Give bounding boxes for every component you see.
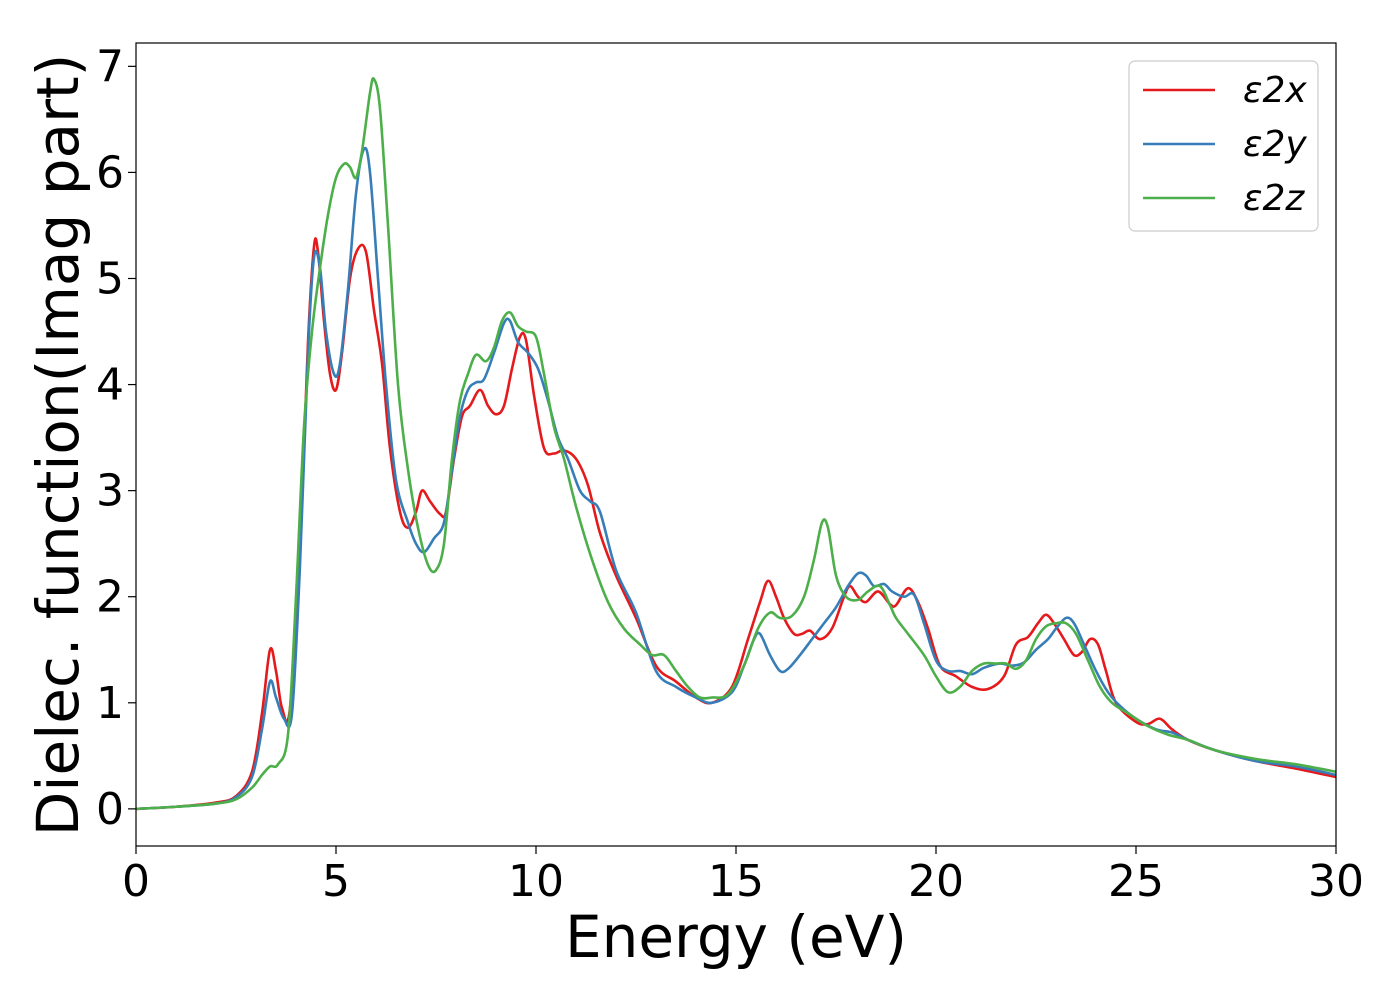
x-tick-label: 10: [508, 856, 564, 907]
y-tick-label: 4: [96, 360, 124, 411]
x-tick-label: 15: [708, 856, 764, 907]
legend-label-1: ε2x: [1243, 70, 1307, 111]
y-tick-label: 7: [96, 41, 124, 92]
x-axis: 0 5 10 15 20 25 30: [122, 846, 1364, 907]
x-tick-label: 20: [908, 856, 964, 907]
y-tick-label: 3: [96, 466, 124, 517]
y-tick-label: 6: [96, 147, 124, 198]
y-axis: 0 1 2 3 4 5 6 7: [96, 41, 136, 835]
x-tick-label: 25: [1108, 856, 1164, 907]
y-tick-label: 0: [96, 784, 124, 835]
series-line-3: [135, 77, 1337, 811]
legend: ε2x ε2y ε2z: [1128, 60, 1319, 232]
legend-box: [1128, 60, 1319, 232]
y-tick-label: 1: [96, 678, 124, 729]
x-tick-label: 5: [322, 856, 350, 907]
series-line-1: [135, 237, 1337, 811]
x-tick-label: 30: [1308, 856, 1364, 907]
x-axis-label: Energy (eV): [565, 903, 907, 971]
x-tick-label: 0: [122, 856, 150, 907]
y-tick-label: 2: [96, 572, 124, 623]
y-tick-label: 5: [96, 253, 124, 304]
series-line-2: [135, 146, 1337, 811]
series-group: [135, 77, 1337, 811]
y-axis-label: Dielec. function(Imag part): [24, 54, 92, 837]
legend-label-3: ε2z: [1243, 178, 1305, 219]
legend-label-2: ε2y: [1243, 124, 1307, 165]
